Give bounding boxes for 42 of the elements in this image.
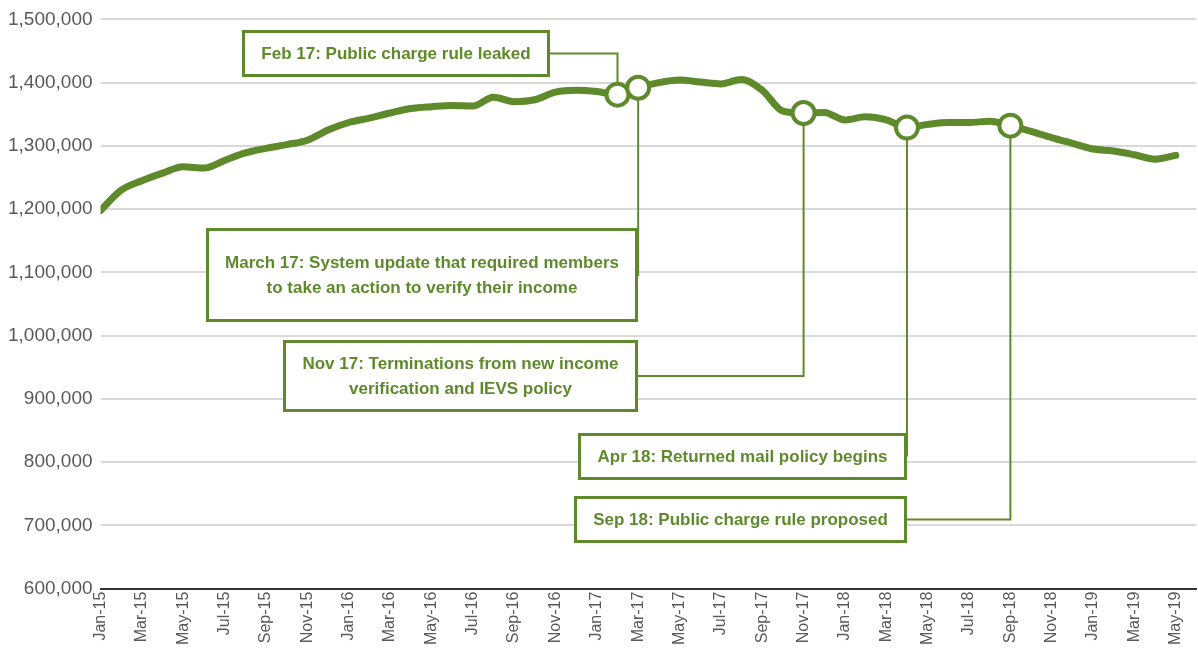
x-tick-label: Jan-15 [90,591,108,641]
x-tick-label: Jan-18 [835,591,853,641]
x-tick-label: Jul-15 [215,591,232,636]
x-tick-label: Mar-15 [132,591,150,643]
x-tick-label: May-16 [421,591,439,646]
x-tick-label: Nov-15 [297,591,315,644]
x-tick-label: May-19 [1166,591,1184,646]
x-tick-label: Mar-19 [1124,591,1142,643]
x-tick-label: May-18 [918,591,936,646]
y-tick-label: 1,500,000 [7,7,93,29]
x-tick-label: Jul-18 [959,591,977,636]
x-tick-label: Jan-19 [1083,591,1101,641]
x-tick-label: Mar-18 [876,591,894,643]
x-tick-label: Mar-16 [380,591,398,643]
y-tick-label: 1,000,000 [7,323,93,345]
y-tick-label: 1,100,000 [7,260,93,282]
point [604,81,631,108]
x-tick-label: Sep-17 [752,591,770,644]
x-tick-label: Sep-18 [1000,591,1018,644]
y-tick-label: 1,300,000 [7,134,93,156]
point [625,74,652,101]
x-tick-label: Sep-16 [504,591,522,644]
x-tick-label: Nov-16 [545,591,563,644]
point [997,112,1024,139]
point [893,114,920,141]
x-tick-label: May-15 [173,591,191,646]
y-tick-label: 600,000 [23,576,93,598]
y-tick-label: 1,400,000 [7,70,93,92]
x-tick-label: Nov-17 [794,591,811,644]
y-tick-label: 900,000 [23,387,93,409]
y-tick-label: 700,000 [23,513,93,535]
x-tick-label: Nov-18 [1042,591,1060,644]
x-tick-label: May-17 [669,591,687,646]
y-tick-label: 1,200,000 [7,197,93,219]
x-tick-label: Mar-17 [628,591,646,643]
y-tick-label: 800,000 [23,450,93,472]
x-tick-label: Jul-17 [711,591,729,636]
x-tick-label: Jan-17 [587,591,605,641]
x-tick-label: Jul-16 [463,591,481,636]
point [790,100,817,127]
x-tick-label: Sep-15 [256,591,274,644]
x-tick-label: Jan-16 [339,591,357,641]
